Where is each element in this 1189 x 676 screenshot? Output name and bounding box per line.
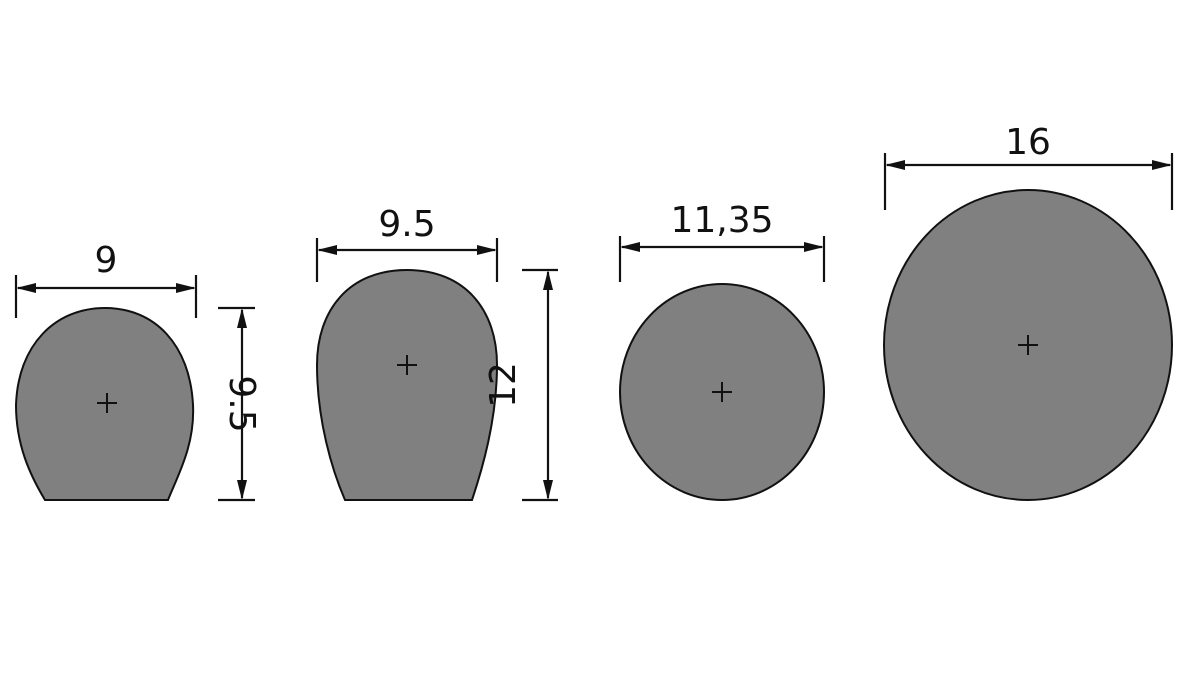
profile-2-height-dimension: 12 [483, 268, 558, 502]
profile-1-height-label: 9.5 [221, 375, 262, 432]
profile-2-center-mark [397, 355, 417, 375]
profile-4: 16 [883, 122, 1174, 501]
profile-1-height-dimension: 9.5 [218, 306, 262, 502]
profile-1-width-label: 9 [95, 240, 118, 281]
profile-4-center-mark [1018, 335, 1038, 355]
profile-3-center-mark [712, 382, 732, 402]
profile-2: 9.5 12 [315, 204, 558, 502]
profile-2-height-label: 12 [483, 362, 524, 408]
profile-1: 9 9.5 [14, 240, 262, 502]
profile-3-width-label: 11,35 [670, 200, 773, 241]
profile-4-width-label: 16 [1005, 122, 1051, 163]
profile-2-width-dimension: 9.5 [315, 204, 499, 282]
profile-2-shape [315, 268, 499, 501]
profile-2-width-label: 9.5 [378, 204, 435, 245]
profile-3-width-dimension: 11,35 [618, 200, 826, 282]
profile-3: 11,35 [618, 200, 826, 501]
profile-1-center-mark [97, 393, 117, 413]
profile-4-width-dimension: 16 [883, 122, 1174, 210]
profile-1-width-dimension: 9 [14, 240, 198, 318]
